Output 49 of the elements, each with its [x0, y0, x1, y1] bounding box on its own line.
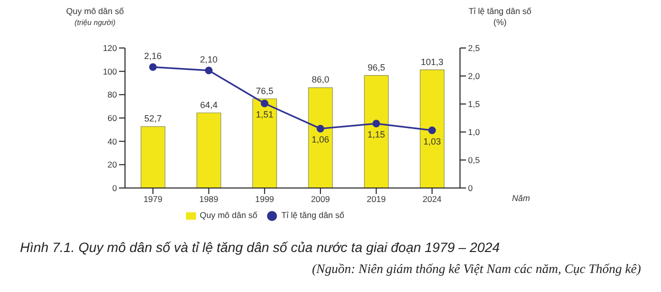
point	[260, 100, 268, 108]
point	[372, 120, 380, 128]
point	[149, 63, 157, 71]
x-tick-label: 2009	[310, 194, 330, 204]
data-label: 52,7	[144, 114, 162, 124]
y2-axis-title: Tỉ lệ tăng dân số (%)	[468, 6, 532, 28]
point	[204, 66, 213, 74]
data-label: 1,15	[367, 130, 386, 140]
data-label: 2,16	[144, 51, 162, 62]
bar	[140, 126, 166, 188]
y2-tick-label: 2,5	[468, 43, 480, 54]
bar	[420, 70, 444, 188]
y-tick-label: 120	[102, 43, 118, 54]
y2-tick-label: 2,0	[468, 71, 480, 82]
legend-label: Quy mô dân số	[200, 210, 258, 220]
x-tick-label: 1979	[143, 194, 163, 204]
y-tick-label: 60	[108, 113, 118, 124]
legend-label: Tỉ lệ tăng dân số	[281, 210, 344, 220]
x-tick-label: 2019	[366, 194, 386, 204]
text: (Nguồn: Niên giám thống kê Việt Nam các năm, Cục Thống kê)	[312, 261, 641, 277]
y-tick-label: 100	[102, 66, 118, 76]
y2-tick-label: 1,5	[468, 99, 480, 110]
x-axis-title: Năm	[512, 193, 530, 203]
data-label: 1,06	[312, 134, 330, 145]
bar	[196, 112, 222, 188]
data-label: 76,5	[256, 86, 274, 96]
text: Hình 7.1. Quy mô dân số và tỉ lệ tăng dân số của nước ta giai đoạn 1979 – 2024	[20, 240, 501, 255]
data-label: 1,03	[423, 136, 441, 146]
x-tick-label: 2024	[422, 194, 442, 204]
data-label: 2,10	[200, 54, 218, 64]
bar	[364, 75, 389, 188]
y-tick-label: 40	[108, 136, 118, 146]
data-label: 64,4	[200, 100, 218, 110]
data-label: 101,3	[420, 56, 444, 67]
y-tick-label: 80	[108, 90, 118, 100]
point	[316, 124, 324, 132]
data-label: 86,0	[312, 74, 330, 85]
y2-tick-label: 0	[468, 183, 473, 194]
data-label: 1,51	[256, 109, 274, 120]
y2-tick-label: 0,5	[468, 155, 480, 166]
bar	[308, 87, 333, 188]
x-tick-label: 1999	[255, 194, 274, 204]
x-tick-label: 1989	[199, 194, 218, 204]
y-tick-label: 20	[108, 160, 118, 170]
data-label: 96,5	[368, 62, 386, 72]
bar	[252, 98, 277, 188]
point	[428, 126, 436, 134]
y-tick-label: 0	[112, 183, 118, 194]
y2-tick-label: 1,0	[468, 127, 480, 138]
